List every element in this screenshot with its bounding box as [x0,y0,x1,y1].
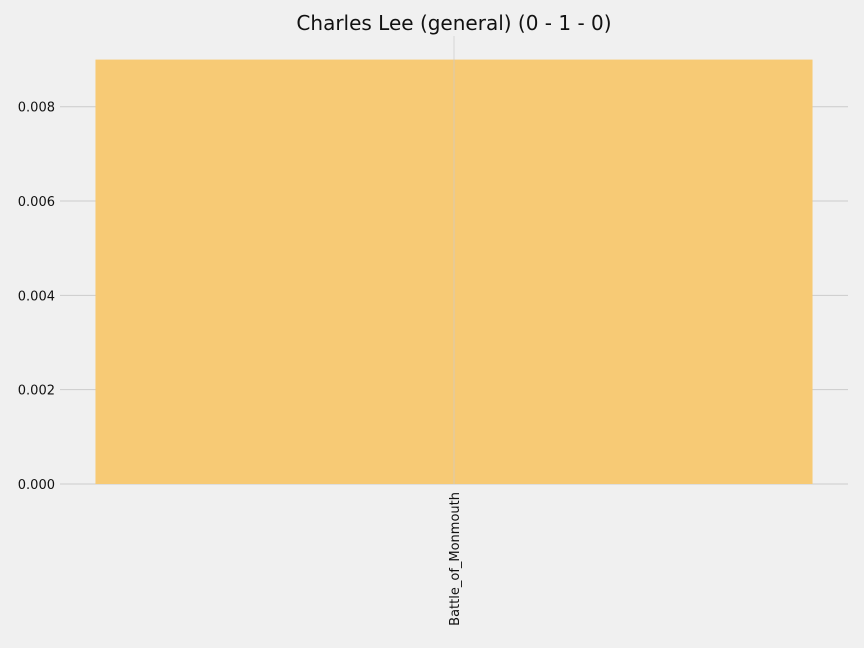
x-tick-label: Battle_of_Monmouth [448,492,463,626]
y-tick-label: 0.004 [18,289,55,304]
y-tick-label: 0.008 [18,101,55,116]
y-tick-labels: 0.000 0.002 0.004 0.006 0.008 [18,101,55,493]
y-tick-label: 0.000 [18,478,55,493]
y-tick-label: 0.006 [18,195,55,210]
chart-title: Charles Lee (general) (0 - 1 - 0) [296,11,611,35]
y-tick-label: 0.002 [18,384,55,399]
x-tick-labels: Battle_of_Monmouth [448,492,463,626]
